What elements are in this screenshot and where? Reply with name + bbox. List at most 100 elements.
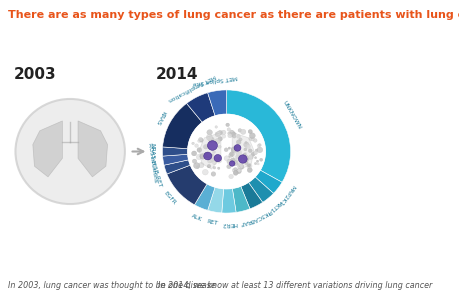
Circle shape — [234, 172, 236, 175]
Circle shape — [238, 164, 243, 169]
Text: KRAS: KRAS — [154, 110, 166, 126]
Circle shape — [221, 130, 225, 135]
Circle shape — [227, 134, 232, 138]
Circle shape — [199, 138, 203, 142]
Circle shape — [211, 154, 213, 156]
Circle shape — [250, 137, 254, 141]
Circle shape — [206, 156, 207, 158]
Circle shape — [237, 163, 242, 169]
Circle shape — [211, 172, 215, 176]
Circle shape — [238, 156, 241, 160]
Circle shape — [257, 144, 261, 147]
Circle shape — [230, 159, 234, 162]
Circle shape — [254, 162, 256, 165]
Wedge shape — [162, 147, 187, 156]
Wedge shape — [226, 90, 290, 182]
Circle shape — [16, 99, 125, 204]
Circle shape — [212, 161, 216, 165]
Circle shape — [246, 163, 252, 168]
Circle shape — [232, 158, 237, 163]
Circle shape — [227, 132, 230, 135]
Circle shape — [228, 174, 233, 179]
Circle shape — [238, 138, 241, 141]
Circle shape — [216, 132, 220, 135]
Circle shape — [196, 154, 202, 160]
Circle shape — [256, 147, 262, 153]
Circle shape — [247, 164, 250, 167]
Circle shape — [240, 129, 246, 135]
Wedge shape — [207, 90, 226, 116]
Text: MET Amplification: MET Amplification — [167, 73, 215, 102]
Circle shape — [226, 159, 232, 164]
Circle shape — [203, 152, 208, 157]
Text: 2003: 2003 — [14, 68, 56, 82]
Circle shape — [228, 156, 230, 158]
Wedge shape — [164, 160, 190, 174]
Wedge shape — [194, 184, 214, 210]
Circle shape — [235, 155, 239, 159]
Polygon shape — [33, 121, 62, 177]
Circle shape — [248, 149, 252, 153]
Circle shape — [210, 137, 212, 139]
Circle shape — [196, 166, 199, 168]
Circle shape — [197, 139, 200, 142]
Circle shape — [230, 158, 234, 162]
Circle shape — [196, 148, 202, 152]
Circle shape — [218, 145, 221, 148]
Circle shape — [244, 161, 247, 165]
Circle shape — [230, 147, 236, 152]
Wedge shape — [162, 103, 202, 149]
Text: KIF5B-RET: KIF5B-RET — [148, 158, 161, 188]
Circle shape — [229, 161, 235, 166]
Circle shape — [202, 154, 206, 157]
Circle shape — [244, 157, 248, 161]
Circle shape — [257, 145, 258, 147]
Circle shape — [198, 162, 204, 168]
Text: MET Splice Site: MET Splice Site — [192, 75, 238, 86]
Circle shape — [235, 150, 241, 155]
Circle shape — [246, 145, 250, 148]
Circle shape — [212, 151, 215, 153]
Circle shape — [229, 131, 235, 137]
Text: ROS1 Fusions: ROS1 Fusions — [146, 142, 157, 182]
Wedge shape — [248, 177, 273, 202]
Text: NRAS: NRAS — [149, 143, 154, 160]
Circle shape — [202, 169, 208, 175]
Circle shape — [191, 142, 194, 145]
Text: In 2003, lung cancer was thought to be one disease: In 2003, lung cancer was thought to be o… — [8, 281, 215, 290]
Circle shape — [215, 157, 221, 163]
Text: MAP2K1: MAP2K1 — [277, 183, 296, 205]
Text: PIK3CA: PIK3CA — [251, 208, 272, 222]
Circle shape — [200, 141, 202, 143]
Wedge shape — [167, 165, 207, 205]
Text: RET: RET — [206, 219, 218, 226]
Circle shape — [253, 139, 257, 142]
Text: 2014: 2014 — [156, 68, 198, 82]
Circle shape — [235, 145, 237, 148]
Circle shape — [249, 133, 255, 138]
Circle shape — [199, 154, 205, 159]
Circle shape — [243, 142, 248, 147]
Circle shape — [235, 169, 241, 174]
Circle shape — [205, 153, 210, 158]
Text: BRAF: BRAF — [237, 217, 253, 225]
Circle shape — [206, 135, 212, 141]
Wedge shape — [255, 170, 281, 193]
Circle shape — [248, 155, 253, 159]
Circle shape — [248, 158, 250, 159]
Circle shape — [233, 168, 237, 171]
Text: There are as many types of lung cancer as there are patients with lung cancer.: There are as many types of lung cancer a… — [8, 10, 459, 20]
Circle shape — [248, 137, 252, 140]
Circle shape — [207, 153, 211, 157]
Circle shape — [254, 157, 256, 159]
Circle shape — [214, 126, 217, 128]
Circle shape — [255, 149, 257, 152]
Circle shape — [230, 130, 233, 133]
Circle shape — [244, 152, 246, 155]
Circle shape — [253, 151, 257, 155]
Circle shape — [194, 144, 198, 148]
Circle shape — [228, 153, 232, 158]
Circle shape — [224, 156, 229, 161]
Circle shape — [233, 133, 235, 135]
Circle shape — [193, 163, 199, 169]
